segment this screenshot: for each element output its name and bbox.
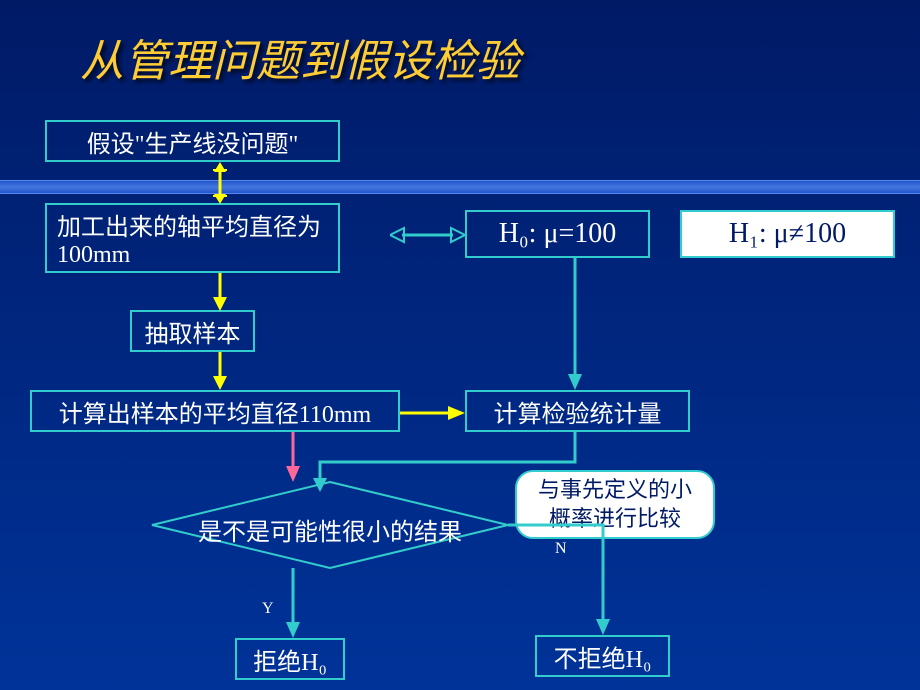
label-no: N (555, 540, 567, 558)
label-yes: Y (262, 600, 274, 618)
arrow-h0-calcstat (560, 258, 590, 390)
page-title: 从管理问题到假设检验 (80, 25, 520, 89)
box-sample: 抽取样本 (130, 310, 255, 352)
arrow-diamond-notreject (508, 520, 618, 640)
box-h0: H₀: μ=100 (465, 210, 650, 258)
arrow-diameter-h0 (390, 220, 465, 250)
box-not-reject: 不拒绝H₀ (535, 635, 670, 677)
box-h1: H₁: μ≠100 (680, 210, 895, 258)
box-diameter: 加工出来的轴平均直径为100mm (45, 203, 340, 273)
arrow-calcstat-diamond (300, 432, 590, 532)
divider-bar (0, 180, 920, 194)
arrow-calcmean-calcstat (400, 398, 465, 428)
box-calc-mean: 计算出样本的平均直径110mm (30, 390, 400, 432)
arrow-assume-diameter (205, 162, 235, 204)
box-assume: 假设"生产线没问题" (45, 120, 340, 162)
arrow-sample-calcmean (205, 352, 235, 390)
box-calc-stat: 计算检验统计量 (465, 390, 690, 432)
arrow-diameter-sample (205, 273, 235, 311)
arrow-diamond-reject (278, 568, 308, 638)
box-reject: 拒绝H₀ (235, 638, 345, 680)
